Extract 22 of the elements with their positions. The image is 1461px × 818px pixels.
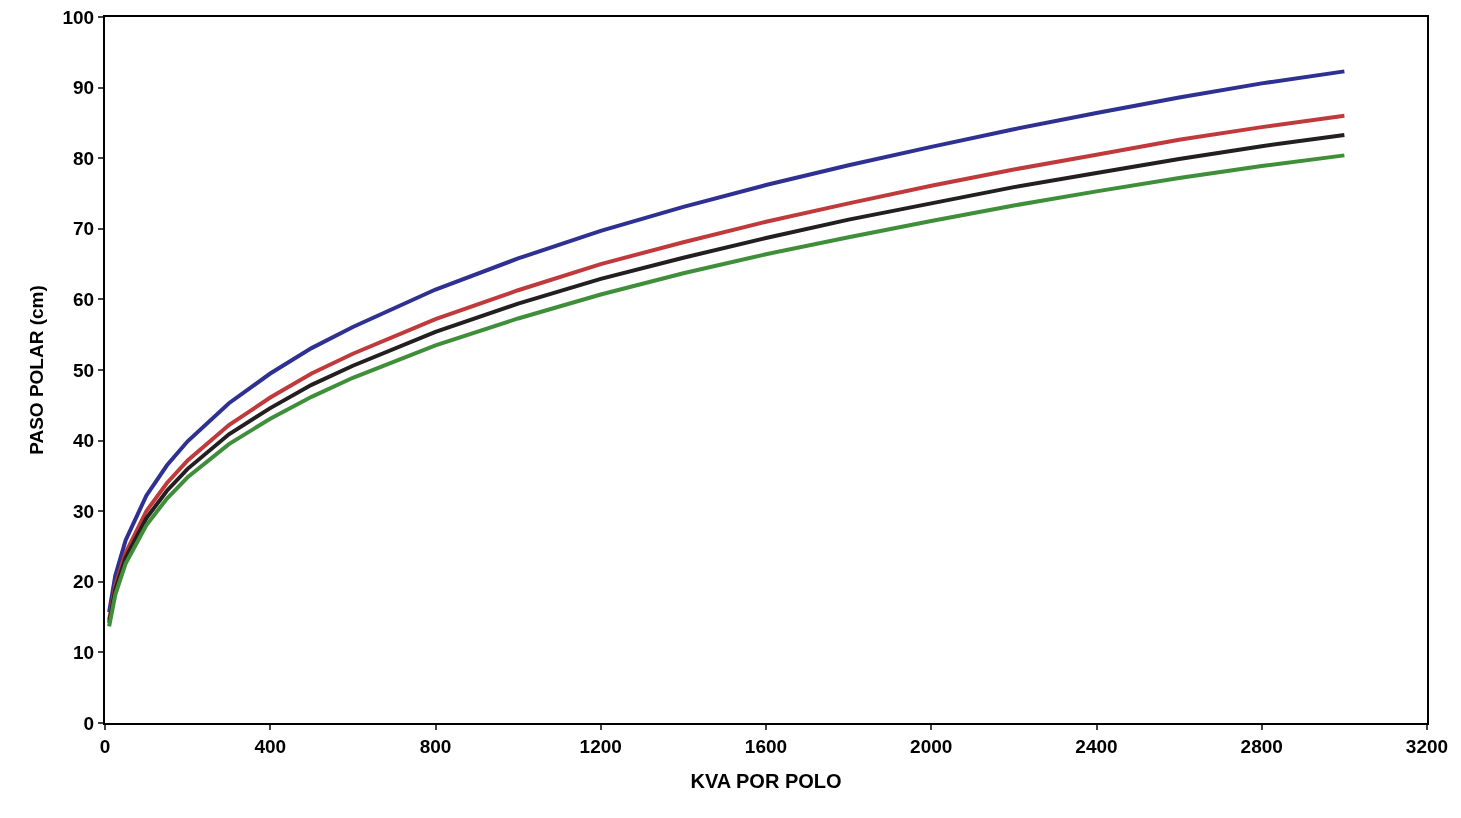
y-tick-label: 10 — [73, 642, 95, 664]
y-axis-title: PASO POLAR (cm) — [25, 285, 47, 455]
y-tick-label: 0 — [83, 712, 95, 734]
x-tick-label: 800 — [419, 735, 452, 757]
x-tick-label: 400 — [254, 735, 287, 757]
y-tick-label: 100 — [62, 6, 95, 28]
x-tick-label: 0 — [99, 735, 111, 757]
x-tick-label: 2800 — [1240, 735, 1283, 757]
y-tick-label: 40 — [73, 430, 95, 452]
y-tick-label: 90 — [73, 77, 95, 99]
y-tick-label: 30 — [73, 500, 95, 522]
x-tick-label: 2400 — [1075, 735, 1118, 757]
y-tick-label: 60 — [73, 289, 95, 311]
y-tick-label: 20 — [73, 571, 95, 593]
y-tick-label: 70 — [73, 218, 95, 240]
x-tick-label: 1600 — [744, 735, 788, 757]
x-tick-label: 2000 — [910, 735, 953, 757]
x-tick-label: 1200 — [579, 735, 622, 757]
x-tick-label: 3200 — [1405, 735, 1449, 757]
y-tick-label: 80 — [73, 147, 95, 169]
y-tick-label: 50 — [73, 359, 95, 381]
x-axis-title: KVA POR POLO — [690, 769, 842, 792]
